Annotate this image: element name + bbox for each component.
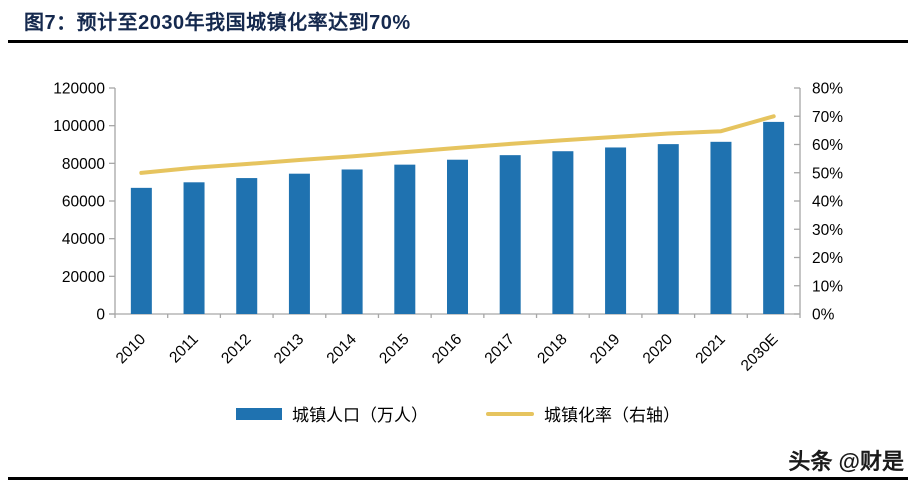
bar-2012 bbox=[236, 178, 258, 314]
x-axis-label-2015: 2015 bbox=[376, 331, 412, 367]
bar-2018 bbox=[552, 151, 574, 314]
urbanization-rate-line bbox=[139, 114, 776, 175]
bar-2030E bbox=[763, 121, 785, 315]
x-axis-label-2012: 2012 bbox=[218, 331, 254, 367]
left-axis-tick-label: 80000 bbox=[62, 156, 105, 173]
bottom-rule bbox=[8, 477, 908, 480]
x-axis-label-2014: 2014 bbox=[324, 331, 361, 368]
x-axis-label-2013: 2013 bbox=[271, 331, 307, 367]
legend-item-urban-population: 城镇人口（万人） bbox=[236, 401, 428, 426]
right-axis-tick-label: 10% bbox=[812, 278, 843, 295]
title-underline bbox=[8, 40, 908, 43]
left-axis-tick-label: 60000 bbox=[62, 194, 105, 211]
bar-2010 bbox=[130, 187, 152, 314]
bar-2013 bbox=[288, 173, 310, 314]
x-axis-label-2017: 2017 bbox=[482, 331, 518, 367]
x-axis-label-2011: 2011 bbox=[166, 331, 202, 367]
x-axis-label-2019: 2019 bbox=[587, 331, 623, 367]
left-axis-tick-label: 40000 bbox=[62, 231, 105, 248]
left-axis-tick-label: 20000 bbox=[62, 269, 105, 286]
right-axis-tick-label: 60% bbox=[812, 137, 843, 154]
left-axis-tick-label: 100000 bbox=[53, 118, 105, 135]
legend-label-urban-population: 城镇人口（万人） bbox=[292, 406, 428, 425]
right-axis-tick-label: 70% bbox=[812, 109, 843, 126]
x-axis-label-2018: 2018 bbox=[534, 331, 570, 367]
bar-2015 bbox=[394, 164, 416, 314]
left-axis-tick-label: 120000 bbox=[53, 81, 105, 98]
x-axis-label-2020: 2020 bbox=[640, 331, 677, 368]
legend-item-urbanization-rate: 城镇化率（右轴） bbox=[486, 401, 680, 426]
x-axis-label-2021: 2021 bbox=[692, 331, 728, 367]
bar-2014 bbox=[341, 169, 363, 314]
bar-2017 bbox=[499, 155, 521, 314]
right-axis-tick-label: 80% bbox=[812, 81, 843, 98]
bar-2021 bbox=[710, 141, 732, 314]
chart-legend: 城镇人口（万人） 城镇化率（右轴） bbox=[0, 401, 916, 426]
bar-2016 bbox=[447, 159, 468, 314]
bar-swatch-icon bbox=[236, 407, 282, 420]
x-axis-label-2016: 2016 bbox=[429, 331, 465, 367]
line-swatch-icon bbox=[486, 411, 534, 416]
bar-2011 bbox=[183, 182, 205, 314]
right-axis-tick-label: 50% bbox=[812, 165, 843, 182]
right-axis-tick-label: 20% bbox=[812, 250, 843, 267]
watermark: 头条 @财是 bbox=[788, 449, 904, 474]
legend-label-urbanization-rate: 城镇化率（右轴） bbox=[544, 406, 680, 425]
right-axis-tick-label: 40% bbox=[812, 194, 843, 211]
right-axis-tick-label: 30% bbox=[812, 222, 843, 239]
bar-2020 bbox=[657, 144, 679, 314]
x-axis-label-2030E: 2030E bbox=[738, 331, 782, 375]
right-axis-tick-label: 0% bbox=[812, 307, 835, 324]
chart-title: 图7：预计至2030年我国城镇化率达到70% bbox=[24, 12, 411, 34]
chart-canvas: 0 20000 40000 60000 80000 100000 120000 0% 10% 20… bbox=[53, 81, 843, 375]
x-axis-label-2010: 2010 bbox=[113, 331, 150, 368]
bar-2019 bbox=[605, 147, 627, 314]
left-axis-tick-label: 0 bbox=[96, 307, 105, 324]
